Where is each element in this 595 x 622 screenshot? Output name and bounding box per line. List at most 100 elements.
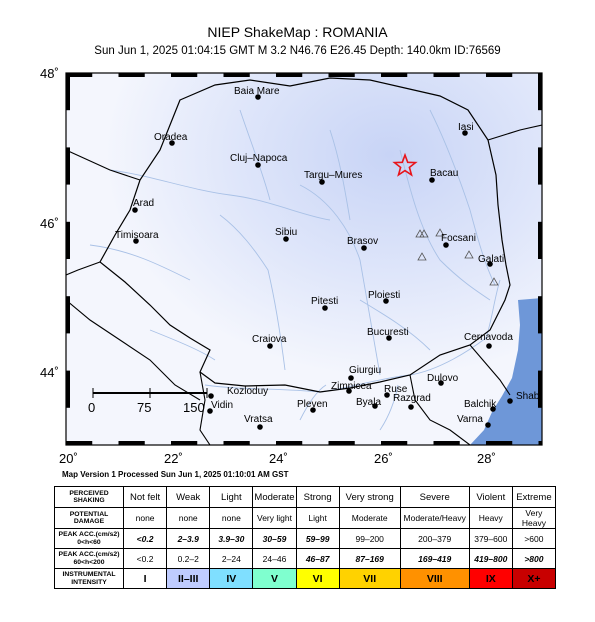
- city-dot: [486, 343, 492, 349]
- legend-cell: 0.2–2: [166, 548, 211, 569]
- frame-tick: [223, 73, 250, 77]
- city-label: Pleven: [297, 399, 328, 410]
- star-icon: [392, 152, 418, 177]
- legend-cell: 2–24: [209, 548, 254, 569]
- city-dot: [208, 393, 214, 399]
- frame-tick: [171, 73, 198, 77]
- legend-cell: Light: [209, 486, 254, 508]
- legend-cell: Very Heavy: [511, 507, 557, 529]
- frame-ticks: [66, 73, 542, 445]
- legend-header-intensity: INSTRUMENTAL INTENSITY: [54, 568, 124, 589]
- intensity-cell: VI: [295, 568, 340, 589]
- city-dot: [255, 162, 261, 168]
- legend-header-shaking: PERCEIVED SHAKING: [54, 486, 124, 508]
- legend-cell: Very light: [252, 507, 297, 529]
- map-version: Map Version 1 Processed Sun Jun 1, 2025 …: [62, 470, 289, 479]
- scale-label-75: 75: [137, 400, 151, 415]
- frame-tick: [276, 441, 303, 445]
- city-dot: [386, 335, 392, 341]
- legend-cell: 3.9–30: [209, 528, 254, 549]
- city-dot: [438, 380, 444, 386]
- lon-label-22: 22˚: [164, 451, 183, 466]
- legend-cell: Not felt: [122, 486, 168, 508]
- frame-tick: [538, 296, 542, 334]
- legend-cell: 24–46: [252, 548, 297, 569]
- lat-label-48: 48˚: [40, 66, 59, 81]
- legend-cell: Light: [295, 507, 340, 529]
- frame-tick: [66, 147, 70, 185]
- city-label: Byala: [356, 397, 381, 408]
- city-label: Ruse: [384, 384, 408, 395]
- scale-label-0: 0: [88, 400, 95, 415]
- legend-header-damage: POTENTIAL DAMAGE: [54, 507, 124, 529]
- city-label: Targu–Mures: [304, 170, 362, 181]
- lat-label-46: 46˚: [40, 216, 59, 231]
- legend-cell: 200–379: [399, 528, 470, 549]
- legend-header-acc2: PEAK ACC.(cm/s2) 60<h<200: [54, 548, 124, 569]
- city-dot: [346, 388, 352, 394]
- city-dot: [283, 236, 289, 242]
- intensity-cell: IV: [209, 568, 254, 589]
- city-dot: [361, 245, 367, 251]
- city-label: Varna: [457, 414, 483, 425]
- lon-label-24: 24˚: [269, 451, 288, 466]
- legend-row-shaking: PERCEIVED SHAKING Not felt Weak Light Mo…: [54, 486, 557, 508]
- city-label: Zimnicea: [331, 381, 372, 392]
- frame-tick: [118, 73, 145, 77]
- city-label: Shabla: [516, 391, 548, 402]
- frame-tick: [433, 441, 460, 445]
- frame-tick: [118, 441, 145, 445]
- city-dot: [132, 207, 138, 213]
- city-label: Ploiesti: [368, 290, 400, 301]
- city-label: Timisoara: [115, 230, 159, 241]
- station-markers: [415, 228, 499, 286]
- city-dot: [255, 94, 261, 100]
- legend-cell: 30–59: [252, 528, 297, 549]
- frame-tick: [66, 441, 93, 445]
- city-dot: [372, 403, 378, 409]
- city-dot: [257, 424, 263, 430]
- legend-cell: 169–419: [399, 548, 470, 569]
- scale-bar: 0 75 150: [88, 388, 208, 415]
- legend-cell: <0.2: [122, 528, 168, 549]
- city-label: Iasi: [458, 122, 474, 133]
- legend-cell: Very strong: [338, 486, 401, 508]
- legend-cell: Violent: [468, 486, 513, 508]
- frame-tick: [328, 441, 355, 445]
- legend-row-damage: POTENTIAL DAMAGE none none none Very lig…: [54, 507, 557, 529]
- legend-row-intensity: INSTRUMENTAL INTENSITY I II–III IV V VI …: [54, 568, 557, 589]
- scale-label-150: 150: [183, 400, 205, 415]
- country-borders: [66, 124, 542, 445]
- frame-tick: [223, 441, 250, 445]
- city-dot: [485, 422, 491, 428]
- frame-tick: [538, 441, 542, 445]
- legend-cell: none: [122, 507, 168, 529]
- city-dot: [462, 130, 468, 136]
- legend-row-acc1: PEAK ACC.(cm/s2) 0<h<60 <0.2 2–3.9 3.9–3…: [54, 528, 557, 549]
- frame-tick: [276, 73, 303, 77]
- city-dot: [169, 140, 175, 146]
- legend-cell: 59–99: [295, 528, 340, 549]
- legend-cell: none: [166, 507, 211, 529]
- legend-cell: >800: [511, 548, 557, 569]
- city-dot: [487, 261, 493, 267]
- legend-cell: 46–87: [295, 548, 340, 569]
- city-label: Giurgiu: [349, 365, 381, 376]
- legend-cell: Heavy: [468, 507, 513, 529]
- city-label: Pitesti: [311, 296, 338, 307]
- city-label: Razgrad: [393, 393, 431, 404]
- intensity-cell: VII: [338, 568, 401, 589]
- city-label: Cluj–Napoca: [230, 153, 288, 164]
- frame-tick: [66, 370, 70, 408]
- frame-tick: [538, 147, 542, 185]
- frame-tick: [66, 221, 70, 259]
- city-label: Cernavoda: [464, 332, 513, 343]
- map-title: NIEP ShakeMap : ROMANIA: [207, 24, 388, 40]
- legend-cell: 99–200: [338, 528, 401, 549]
- intensity-cell: IX: [468, 568, 513, 589]
- legend-cell: none: [209, 507, 254, 529]
- city-markers: Baia Mare Oradea Cluj–Napoca Targu–Mures Ias…: [115, 86, 548, 430]
- city-dot: [348, 375, 354, 381]
- city-dot: [319, 179, 325, 185]
- city-dot: [408, 404, 414, 410]
